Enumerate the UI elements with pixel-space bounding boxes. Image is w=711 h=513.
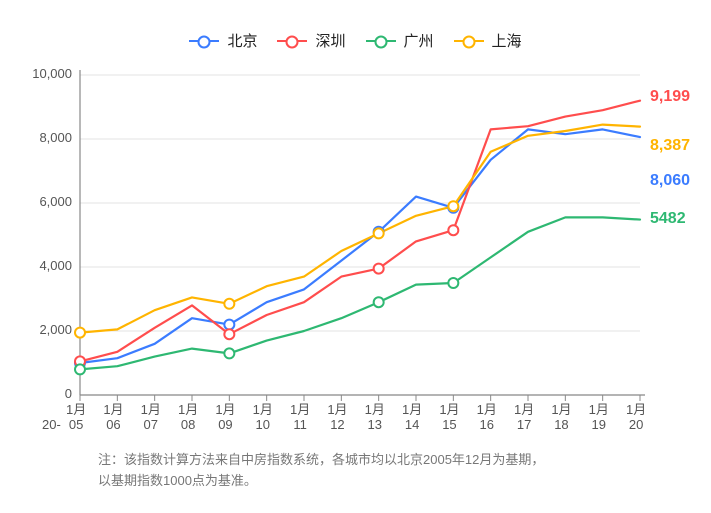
series-marker-shanghai [448, 201, 458, 211]
x-tick-label: 1月 06 [103, 403, 123, 433]
series-marker-shenzhen [224, 329, 234, 339]
x-tick-label: 1月 08 [178, 403, 198, 433]
x-tick-label: 1月 19 [589, 403, 609, 433]
series-marker-beijing [224, 320, 234, 330]
x-tick-label: 1月 11 [290, 403, 310, 433]
footnote: 注：该指数计算方法来自中房指数系统，各城市均以北京2005年12月为基期， 以基… [98, 450, 544, 492]
end-label-shanghai: 8,387 [650, 137, 690, 155]
series-marker-shanghai [75, 328, 85, 338]
series-marker-shanghai [224, 299, 234, 309]
y-tick-label: 6,000 [39, 195, 72, 210]
y-tick-label: 8,000 [39, 131, 72, 146]
y-tick-label: 4,000 [39, 259, 72, 274]
x-tick-label: 1月 13 [365, 403, 385, 433]
series-marker-guangzhou [75, 364, 85, 374]
x-tick-label: 1月 05 [66, 403, 86, 433]
series-marker-guangzhou [224, 348, 234, 358]
series-marker-guangzhou [374, 297, 384, 307]
chart-container: 北京深圳广州上海 02,0004,0006,0008,00010,000 1月 … [0, 0, 711, 513]
series-line-shenzhen [80, 101, 640, 362]
x-tick-label: 1月 12 [327, 403, 347, 433]
end-label-guangzhou: 5482 [650, 210, 686, 228]
series-line-guangzhou [80, 217, 640, 369]
series-marker-shanghai [374, 228, 384, 238]
end-label-shenzhen: 9,199 [650, 88, 690, 106]
line-chart [0, 0, 711, 513]
x-tick-label: 1月 17 [514, 403, 534, 433]
y-tick-label: 10,000 [32, 67, 72, 82]
series-line-beijing [80, 129, 640, 363]
x-tick-label: 1月 07 [141, 403, 161, 433]
series-marker-guangzhou [448, 278, 458, 288]
x-tick-label: 1月 09 [215, 403, 235, 433]
end-label-beijing: 8,060 [650, 172, 690, 190]
y-tick-label: 0 [65, 387, 72, 402]
y-tick-label: 2,000 [39, 323, 72, 338]
series-marker-shenzhen [448, 225, 458, 235]
series-marker-shenzhen [374, 264, 384, 274]
x-tick-label: 1月 15 [439, 403, 459, 433]
x-tick-label: 1月 16 [477, 403, 497, 433]
x-prefix-label: 20- [42, 418, 61, 433]
x-tick-label: 1月 18 [551, 403, 571, 433]
x-tick-label: 1月 10 [253, 403, 273, 433]
series-line-shanghai [80, 125, 640, 333]
x-tick-label: 1月 14 [402, 403, 422, 433]
x-tick-label: 1月 20 [626, 403, 646, 433]
